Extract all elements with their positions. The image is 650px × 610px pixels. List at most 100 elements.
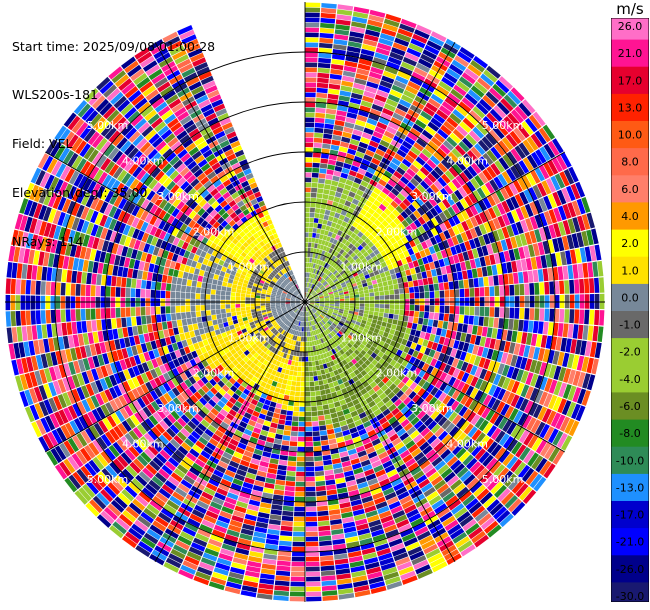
velocity-gate — [177, 239, 185, 248]
velocity-gate — [189, 330, 196, 338]
velocity-gate — [302, 321, 304, 327]
velocity-gate — [389, 304, 395, 309]
velocity-gate — [247, 560, 262, 568]
velocity-gate — [438, 282, 444, 291]
velocity-gate — [166, 283, 172, 291]
velocity-gate — [473, 316, 479, 326]
velocity-gate — [260, 363, 266, 370]
velocity-gate — [244, 513, 257, 522]
velocity-gate — [213, 274, 219, 280]
velocity-gate — [191, 404, 201, 413]
velocity-gate — [272, 336, 278, 342]
velocity-gate — [275, 332, 281, 338]
velocity-gate — [124, 337, 131, 348]
velocity-gate — [267, 529, 280, 536]
velocity-gate — [378, 312, 384, 317]
velocity-gate — [282, 324, 287, 330]
velocity-gate — [279, 455, 288, 461]
velocity-gate — [87, 235, 95, 248]
velocity-gate — [280, 530, 293, 537]
velocity-gate — [194, 329, 200, 337]
velocity-gate — [266, 472, 277, 480]
velocity-gate — [252, 327, 258, 332]
velocity-gate — [289, 344, 293, 350]
velocity-gate — [163, 417, 173, 427]
velocity-gate — [260, 568, 276, 575]
velocity-gate — [121, 277, 127, 288]
velocity-gate — [262, 376, 269, 383]
velocity-gate — [208, 325, 215, 332]
velocity-gate — [138, 261, 145, 271]
velocity-gate — [215, 290, 221, 295]
velocity-gate — [296, 376, 301, 382]
velocity-gate — [329, 190, 336, 196]
velocity-gate — [106, 275, 112, 286]
velocity-gate — [222, 474, 234, 483]
velocity-gate — [509, 284, 515, 296]
velocity-gate — [185, 311, 192, 319]
velocity-gate — [236, 377, 244, 385]
velocity-gate — [281, 357, 286, 363]
velocity-gate — [168, 400, 178, 410]
velocity-gate — [175, 291, 181, 299]
velocity-gate — [484, 286, 490, 297]
velocity-gate — [44, 415, 56, 431]
velocity-gate — [273, 365, 279, 371]
velocity-gate — [90, 196, 100, 210]
velocity-gate — [253, 531, 267, 539]
velocity-gate — [114, 496, 128, 509]
velocity-gate — [211, 262, 218, 269]
velocity-gate — [11, 262, 18, 279]
velocity-gate — [449, 306, 455, 314]
velocity-gate — [76, 190, 86, 204]
velocity-gate — [297, 305, 302, 309]
velocity-gate — [111, 350, 119, 362]
velocity-gate — [296, 315, 300, 321]
velocity-gate — [216, 285, 222, 291]
velocity-gate — [100, 489, 114, 503]
velocity-gate — [259, 329, 265, 335]
velocity-gate — [294, 320, 298, 325]
velocity-gate — [256, 348, 263, 355]
velocity-gate — [232, 478, 244, 486]
velocity-gate — [175, 511, 189, 522]
velocity-gate — [416, 324, 423, 331]
velocity-gate — [298, 321, 301, 326]
velocity-gate — [18, 247, 26, 263]
velocity-gate — [136, 344, 143, 355]
velocity-gate — [252, 536, 266, 544]
velocity-gate — [265, 294, 271, 298]
velocity-gate — [181, 241, 189, 250]
velocity-gate — [95, 225, 104, 238]
velocity-gate — [108, 205, 118, 218]
velocity-gate — [316, 82, 329, 89]
velocity-gate — [297, 346, 300, 352]
velocity-gate — [152, 412, 163, 423]
velocity-gate — [193, 575, 210, 586]
velocity-gate — [211, 433, 222, 443]
velocity-gate — [131, 217, 140, 228]
velocity-gate — [246, 312, 252, 317]
velocity-gate — [216, 487, 228, 497]
velocity-gate — [274, 408, 281, 414]
velocity-gate — [174, 349, 182, 358]
velocity-gate — [183, 456, 194, 466]
velocity-gate — [125, 531, 140, 544]
velocity-gate — [162, 345, 170, 355]
velocity-gate — [85, 427, 96, 442]
velocity-gate — [299, 346, 303, 352]
velocity-gate — [107, 351, 115, 363]
velocity-gate — [247, 315, 253, 320]
velocity-gate — [305, 202, 311, 208]
velocity-gate — [245, 472, 256, 480]
velocity-gate — [269, 458, 279, 465]
velocity-gate — [259, 279, 265, 284]
velocity-gate — [239, 274, 246, 280]
velocity-gate — [246, 424, 255, 432]
velocity-gate — [128, 238, 137, 249]
velocity-gate — [71, 453, 84, 468]
velocity-gate — [62, 198, 72, 213]
velocity-gate — [257, 439, 266, 446]
velocity-gate — [53, 365, 62, 380]
velocity-gate — [298, 310, 301, 316]
